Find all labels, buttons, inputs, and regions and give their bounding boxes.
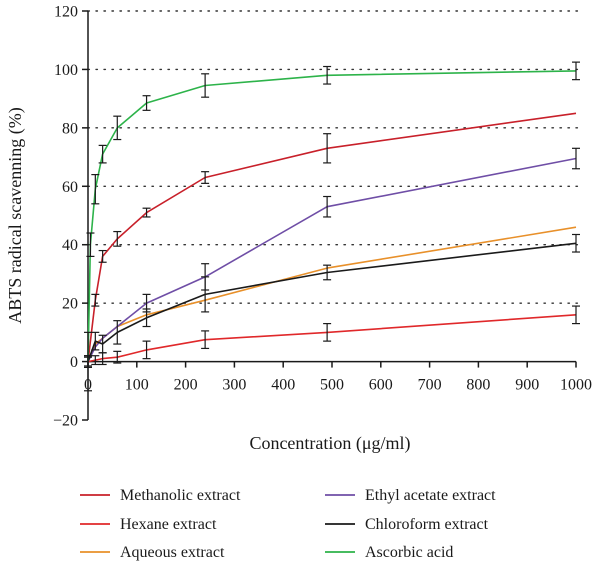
y-axis-title: ABTS radical scavenning (%): [5, 107, 26, 323]
error-bar: [113, 115, 122, 141]
error-bar: [201, 171, 210, 184]
y-tick-label: 120: [54, 4, 78, 21]
error-bar: [113, 230, 122, 247]
legend-label: Hexane extract: [120, 516, 217, 533]
legend-label: Methanolic extract: [120, 487, 241, 504]
axes: −200204060801001200100200300400500600700…: [53, 4, 592, 430]
x-tick-label: 200: [174, 377, 198, 394]
legend-item: Aqueous extract: [80, 544, 225, 561]
error-bar: [323, 133, 332, 164]
error-bar: [142, 207, 151, 218]
error-bar: [91, 355, 100, 366]
error-bar: [113, 320, 122, 345]
series-line: [87, 242, 577, 362]
error-bar: [91, 174, 100, 205]
error-bar: [142, 340, 151, 360]
x-axis-title: Concentration (μg/ml): [249, 433, 410, 454]
error-bar: [323, 195, 332, 218]
series-line: [87, 112, 577, 362]
error-bar: [86, 232, 95, 257]
error-bar: [572, 233, 580, 253]
y-tick-label: 0: [70, 354, 78, 371]
error-bar: [572, 305, 580, 325]
y-tick-label: 80: [62, 120, 78, 137]
error-bar: [572, 61, 580, 81]
grid-lines: [87, 10, 581, 304]
error-bar: [98, 249, 107, 263]
x-tick-label: 100: [125, 377, 149, 394]
x-tick-label: 700: [418, 377, 442, 394]
error-bar: [572, 147, 580, 170]
x-tick-label: 1000: [560, 377, 592, 394]
series-line: [87, 70, 577, 362]
error-bar: [142, 95, 151, 111]
legend: Methanolic extract Hexane extract Aqueous …: [80, 487, 496, 561]
legend-item: Methanolic extract: [80, 487, 241, 504]
error-bar: [323, 65, 332, 85]
legend-item: Chloroform extract: [325, 516, 489, 533]
error-bar: [201, 330, 210, 350]
x-tick-label: 500: [320, 377, 344, 394]
error-bar: [323, 264, 332, 281]
error-bar: [98, 334, 107, 354]
legend-label: Ascorbic acid: [365, 544, 453, 561]
x-tick-label: 600: [369, 377, 393, 394]
y-tick-label: 40: [62, 237, 78, 254]
error-bar: [142, 308, 151, 328]
error-bar: [98, 144, 107, 164]
error-bar: [323, 322, 332, 342]
legend-label: Ethyl acetate extract: [365, 487, 496, 504]
y-tick-label: 20: [62, 296, 78, 313]
x-tick-label: 800: [466, 377, 490, 394]
y-tick-label: 100: [54, 62, 78, 79]
error-bar: [84, 331, 92, 392]
y-tick-label: 60: [62, 179, 78, 196]
x-tick-label: 900: [515, 377, 539, 394]
y-tick-label: −20: [53, 413, 78, 430]
error-bar: [201, 73, 210, 98]
error-bar: [113, 350, 122, 364]
error-bar: [201, 276, 210, 313]
legend-label: Aqueous extract: [120, 544, 225, 561]
x-tick-label: 300: [222, 377, 246, 394]
series-line: [87, 157, 577, 362]
error-bar: [91, 293, 100, 307]
series-line: [87, 314, 577, 363]
legend-item: Hexane extract: [80, 516, 217, 533]
legend-label: Chloroform extract: [365, 516, 489, 533]
series-line: [87, 226, 577, 362]
legend-item: Ethyl acetate extract: [325, 487, 496, 504]
series-group: [84, 61, 580, 392]
legend-item: Ascorbic acid: [325, 544, 453, 561]
x-tick-label: 400: [271, 377, 295, 394]
error-bar: [91, 331, 100, 351]
